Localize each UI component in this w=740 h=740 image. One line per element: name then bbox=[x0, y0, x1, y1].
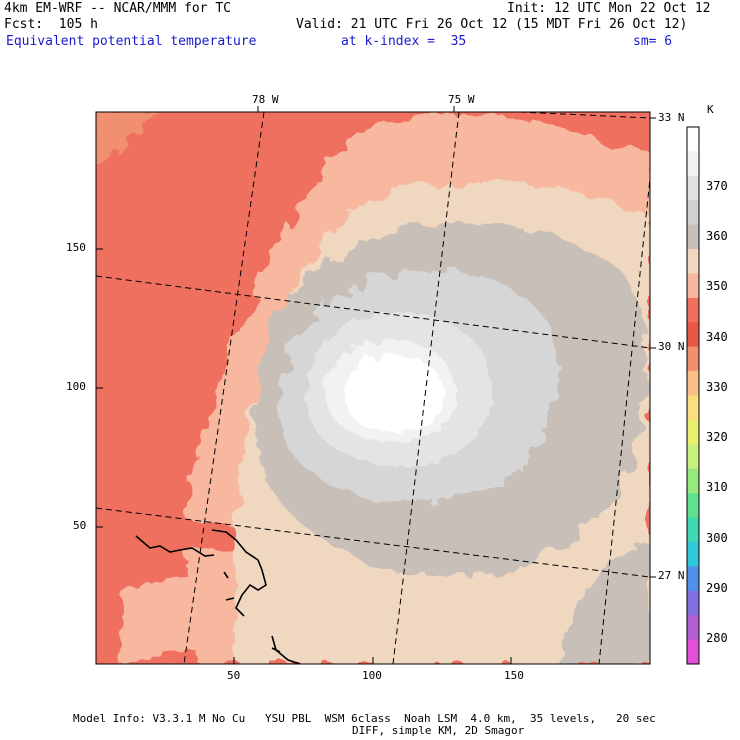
model-info: Model Info: V3.3.1 M No Cu YSU PBL WSM 6… bbox=[73, 712, 656, 725]
colorbar-swatch bbox=[687, 200, 699, 226]
field-name: Equivalent potential temperature bbox=[6, 34, 257, 49]
colorbar-swatch bbox=[687, 151, 699, 177]
colorbar-label: 280 bbox=[706, 631, 728, 645]
colorbar-label: 330 bbox=[706, 379, 728, 394]
colorbar-swatch bbox=[687, 541, 699, 567]
axis-ticks bbox=[96, 106, 656, 664]
colorbar-swatch bbox=[687, 297, 699, 323]
lat-label-33n: 33 N bbox=[658, 111, 685, 124]
colorbar-swatch bbox=[687, 273, 699, 299]
y-tick-150: 150 bbox=[66, 241, 86, 254]
model-title: 4km EM-WRF -- NCAR/MMM for TC bbox=[4, 1, 231, 16]
colorbar-swatch bbox=[687, 615, 699, 641]
smoothing-info: sm= 6 bbox=[633, 34, 673, 49]
colorbar-swatch bbox=[687, 517, 699, 543]
colorbar-label: 370 bbox=[706, 179, 728, 193]
colorbar-swatch bbox=[687, 175, 699, 201]
colorbar-swatch bbox=[687, 444, 699, 470]
colorbar-swatch bbox=[687, 127, 699, 152]
colorbar-swatch bbox=[687, 322, 699, 348]
colorbar-label: 300 bbox=[706, 530, 728, 545]
coastline bbox=[135, 529, 301, 664]
y-tick-100: 100 bbox=[66, 380, 86, 393]
colorbar-label: 290 bbox=[706, 580, 728, 595]
x-tick-50: 50 bbox=[227, 669, 241, 682]
colorbar-label: 340 bbox=[706, 329, 728, 344]
colorbar-swatch bbox=[687, 468, 699, 494]
theta-e-field bbox=[96, 112, 650, 664]
colorbar-label: 310 bbox=[706, 480, 728, 495]
y-tick-50: 50 bbox=[73, 519, 87, 532]
colorbar-unit: K bbox=[707, 103, 714, 116]
colorbar-swatch bbox=[687, 346, 699, 372]
colorbar-swatch bbox=[687, 566, 699, 592]
lon-label-75w: 75 W bbox=[448, 93, 475, 106]
colorbar-swatch bbox=[687, 419, 699, 445]
x-tick-150: 150 bbox=[504, 669, 524, 682]
init-time: Init: 12 UTC Mon 22 Oct 12 bbox=[507, 1, 711, 16]
colorbar-swatch bbox=[687, 395, 699, 421]
colorbar bbox=[687, 127, 699, 665]
colorbar-swatch bbox=[687, 249, 699, 274]
colorbar-swatch bbox=[687, 639, 699, 665]
colorbar-label: 350 bbox=[706, 279, 728, 294]
colorbar-frame bbox=[686, 126, 700, 665]
x-tick-100: 100 bbox=[362, 669, 382, 682]
colorbar-label: 360 bbox=[706, 229, 728, 244]
colorbar-label: 320 bbox=[706, 430, 728, 445]
colorbar-swatch bbox=[687, 224, 699, 250]
model-diff-info: DIFF, simple KM, 2D Smagor bbox=[352, 724, 525, 737]
lat-label-27n: 27 N bbox=[658, 569, 685, 582]
valid-time: Valid: 21 UTC Fri 26 Oct 12 (15 MDT Fri … bbox=[296, 17, 688, 32]
forecast-hour: Fcst: 105 h bbox=[4, 17, 98, 32]
lon-label-78w: 78 W bbox=[252, 93, 279, 106]
lat-label-30n: 30 N bbox=[658, 340, 685, 353]
level-info: at k-index = 35 bbox=[341, 34, 467, 49]
colorbar-swatch bbox=[687, 371, 699, 396]
colorbar-swatch bbox=[687, 590, 699, 616]
colorbar-swatch bbox=[687, 493, 699, 519]
latlon-grid bbox=[96, 112, 650, 664]
